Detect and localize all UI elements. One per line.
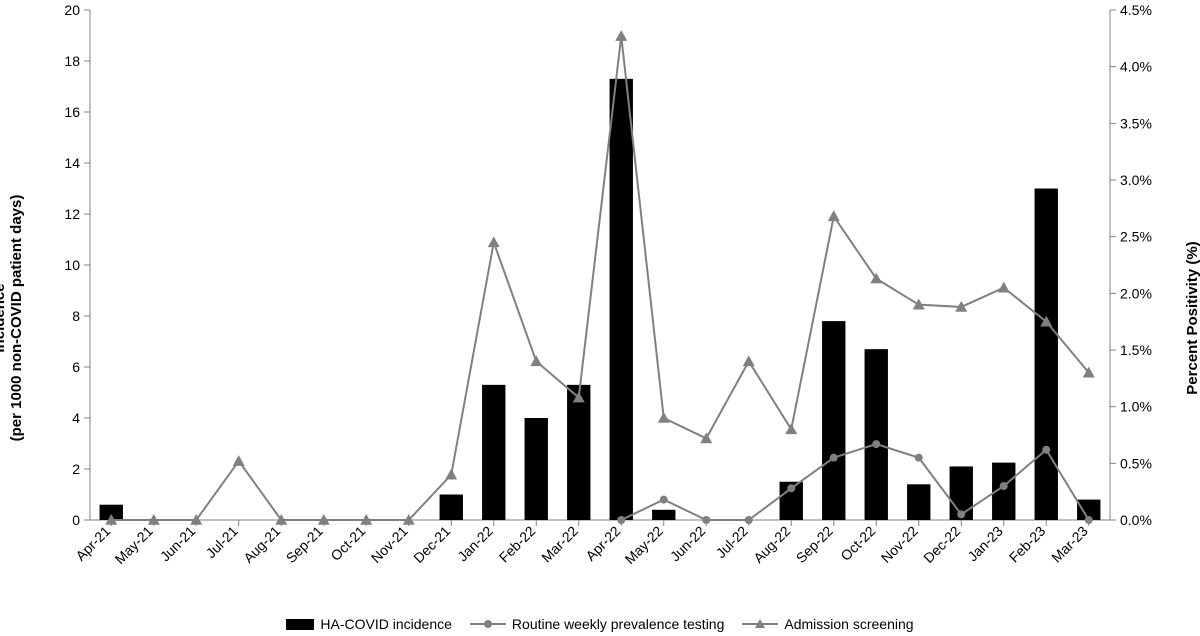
x-tick-label: Jun-22 [667, 523, 709, 565]
y-right-tick-label: 3.5% [1120, 115, 1152, 131]
y-right-tick-label: 2.0% [1120, 285, 1152, 301]
legend-swatch-bar [286, 619, 314, 630]
bar [525, 418, 548, 520]
bar [567, 385, 590, 520]
marker-routine [787, 484, 795, 492]
y-left-tick-label: 10 [64, 257, 80, 273]
marker-routine [702, 516, 710, 524]
x-tick-label: Jan-23 [964, 523, 1006, 565]
x-tick-label: Nov-22 [878, 523, 921, 566]
y-left-label-line2: (per 1000 non-COVID patient days) [8, 195, 25, 442]
legend-item-admission: Admission screening [742, 616, 913, 632]
legend-label-routine: Routine weekly prevalence testing [512, 616, 724, 632]
combo-chart: Incidence (per 1000 non-COVID patient da… [0, 0, 1200, 636]
bar [482, 385, 505, 520]
legend-item-routine: Routine weekly prevalence testing [470, 616, 724, 632]
y-left-tick-label: 8 [72, 308, 80, 324]
marker-routine [617, 516, 625, 524]
marker-admission [870, 273, 882, 284]
y-left-tick-label: 6 [72, 359, 80, 375]
marker-routine [745, 516, 753, 524]
bar [610, 79, 633, 520]
y-left-tick-label: 14 [64, 155, 80, 171]
x-tick-label: Mar-23 [1048, 523, 1091, 566]
y-right-tick-label: 0.0% [1120, 512, 1152, 528]
x-tick-label: Dec-22 [920, 523, 963, 566]
marker-routine [1085, 516, 1093, 524]
bar [652, 510, 675, 520]
marker-admission [785, 423, 797, 434]
legend-label-bars: HA-COVID incidence [320, 616, 452, 632]
x-tick-label: Sep-22 [793, 523, 836, 566]
bar [1035, 189, 1058, 521]
x-tick-label: Feb-23 [1006, 523, 1049, 566]
x-tick-label: Feb-22 [496, 523, 539, 566]
x-tick-label: Jan-22 [454, 523, 496, 565]
y-right-tick-label: 3.0% [1120, 172, 1152, 188]
bar [440, 495, 463, 521]
marker-admission [828, 210, 840, 221]
marker-admission [658, 412, 670, 423]
legend-label-admission: Admission screening [784, 616, 913, 632]
x-tick-label: Aug-21 [240, 523, 283, 566]
marker-admission [615, 30, 627, 41]
y-right-tick-label: 1.5% [1120, 342, 1152, 358]
x-tick-label: Jun-21 [157, 523, 199, 565]
bar [907, 484, 930, 520]
y-right-label: Percent Positivity (%) [1184, 241, 1200, 394]
x-tick-label: Jul-21 [203, 523, 241, 561]
line-admission [111, 36, 1089, 520]
y-left-tick-label: 4 [72, 410, 80, 426]
bar [865, 349, 888, 520]
marker-admission [700, 432, 712, 443]
y-right-tick-label: 2.5% [1120, 229, 1152, 245]
y-left-tick-label: 0 [72, 512, 80, 528]
marker-routine [957, 510, 965, 518]
x-tick-label: Apr-21 [72, 523, 113, 564]
y-left-axis-label: Incidence (per 1000 non-COVID patient da… [0, 195, 25, 442]
x-tick-label: Oct-22 [837, 523, 878, 564]
marker-admission [233, 455, 245, 466]
y-left-tick-label: 20 [64, 2, 80, 18]
marker-admission [488, 236, 500, 247]
x-tick-label: Oct-21 [327, 523, 368, 564]
legend-swatch-routine [470, 617, 506, 631]
y-right-tick-label: 0.5% [1120, 455, 1152, 471]
x-tick-label: Sep-21 [283, 523, 326, 566]
marker-routine [660, 496, 668, 504]
y-right-axis-label: Percent Positivity (%) [1184, 241, 1200, 394]
bar [822, 321, 845, 520]
chart-svg: 0 2 4 6 8 10 12 14 16 18 20 0.0% 0.5% 1.0% 1.5% 2.0% 2.5… [0, 0, 1200, 636]
marker-routine [872, 440, 880, 448]
y-left-tick-label: 18 [64, 53, 80, 69]
y-left-label-line1: Incidence [0, 283, 8, 352]
y-left-tick-label: 16 [64, 104, 80, 120]
marker-admission [530, 355, 542, 366]
y-right-tick-label: 4.5% [1120, 2, 1152, 18]
x-tick-label: Nov-21 [368, 523, 411, 566]
y-left-tick-label: 2 [72, 461, 80, 477]
chart-legend: HA-COVID incidence Routine weekly preval… [0, 616, 1200, 632]
line-routine [621, 444, 1089, 520]
x-tick-label: Apr-22 [582, 523, 623, 564]
x-tick-label: Aug-22 [750, 523, 793, 566]
marker-routine [1042, 446, 1050, 454]
marker-routine [1000, 482, 1008, 490]
marker-admission [998, 282, 1010, 293]
legend-swatch-admission [742, 617, 778, 631]
marker-admission [445, 469, 457, 480]
x-tick-label: May-21 [112, 523, 156, 567]
marker-routine [830, 454, 838, 462]
marker-admission [743, 355, 755, 366]
x-tick-label: May-22 [622, 523, 666, 567]
x-tick-label: Jul-22 [713, 523, 751, 561]
x-tick-label: Mar-22 [538, 523, 581, 566]
y-right-tick-label: 4.0% [1120, 59, 1152, 75]
y-right-tick-label: 1.0% [1120, 399, 1152, 415]
legend-item-bars: HA-COVID incidence [286, 616, 452, 632]
y-left-tick-label: 12 [64, 206, 80, 222]
marker-routine [915, 454, 923, 462]
x-tick-label: Dec-21 [410, 523, 453, 566]
